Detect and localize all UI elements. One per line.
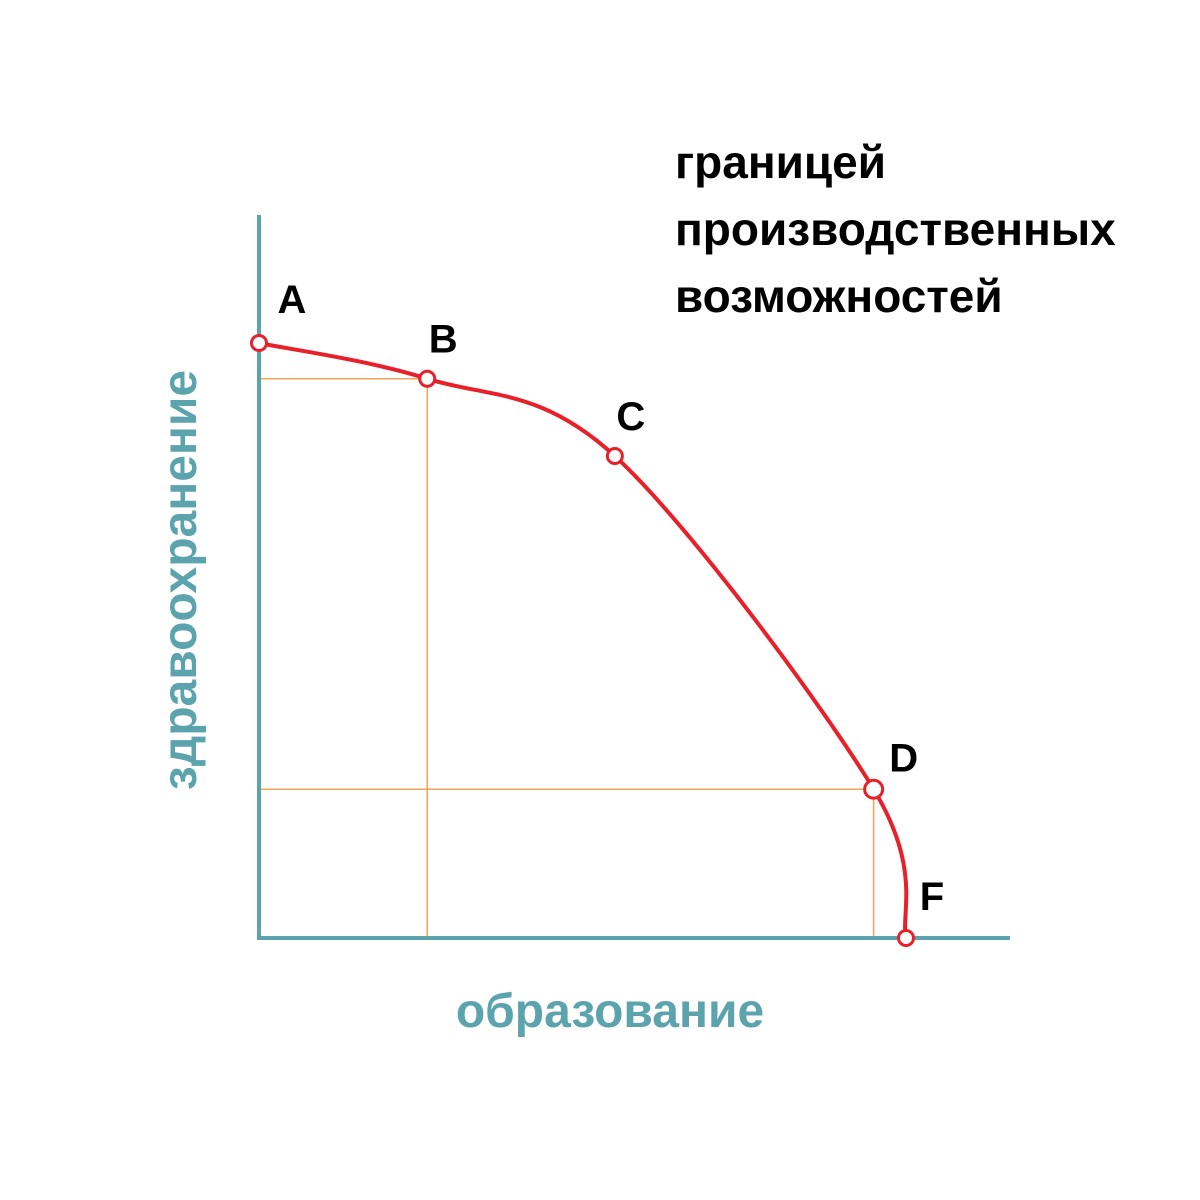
point-marker-B [418,369,437,388]
point-marker-D [863,778,885,800]
point-markers [250,334,915,947]
point-labels: A B C D F [278,278,945,919]
point-marker-F [897,929,915,947]
y-axis-label: здравоохранение [154,370,207,790]
point-label-F: F [920,875,944,919]
point-marker-C [605,447,624,466]
point-marker-A [250,334,268,352]
ppf-curve [258,341,909,939]
x-axis-label: образование [456,985,764,1038]
point-label-D: D [889,736,918,780]
caption-line-3: возможностей [675,270,1003,322]
guide-lines [259,377,875,938]
point-label-A: A [278,278,307,322]
caption-line-1: границей [675,136,886,188]
point-label-C: C [616,395,645,439]
point-label-B: B [429,318,458,362]
caption-line-2: производственных [675,203,1116,255]
